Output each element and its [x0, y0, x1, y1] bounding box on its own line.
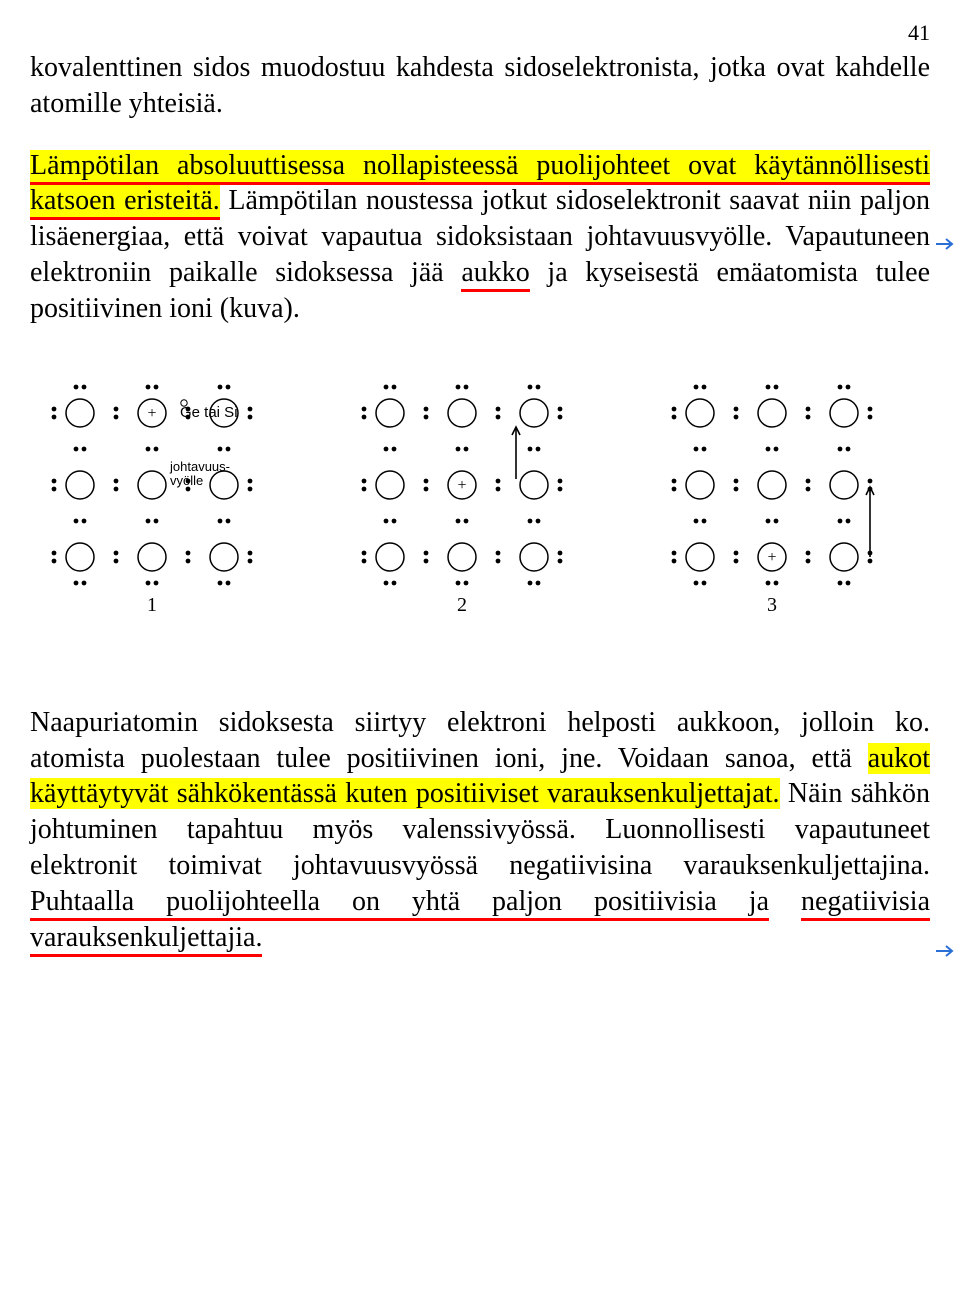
svg-text:+: + — [457, 477, 466, 494]
svg-text:2: 2 — [457, 594, 467, 616]
svg-text:Ge tai Si: Ge tai Si — [180, 404, 238, 421]
underlined-word-aukko: aukko — [461, 257, 529, 292]
text-run: Naapuriatomin sidoksesta siirtyy elektro… — [30, 707, 930, 774]
svg-text:+: + — [767, 549, 776, 566]
paragraph-2: Lämpötilan absoluuttisessa nollapisteess… — [30, 148, 930, 327]
margin-arrow-icon — [934, 944, 954, 946]
svg-text:johtavuus-: johtavuus- — [169, 459, 230, 474]
margin-arrow-icon — [934, 237, 954, 239]
paragraph-1: kovalenttinen sidos muodostuu kahdesta s… — [30, 50, 930, 122]
svg-text:1: 1 — [147, 594, 157, 616]
svg-text:vyölle: vyölle — [170, 473, 203, 488]
paragraph-3: Naapuriatomin sidoksesta siirtyy elektro… — [30, 705, 930, 956]
svg-text:3: 3 — [767, 594, 777, 616]
underlined-line-1: Puhtaalla puolijohteella on yhtä paljon … — [30, 886, 769, 921]
svg-text:+: + — [147, 405, 156, 422]
page-number: 41 — [30, 20, 930, 46]
lattice-diagram: +1 Ge tai Si johtavuus-vyölle +2 +3 — [30, 353, 930, 673]
